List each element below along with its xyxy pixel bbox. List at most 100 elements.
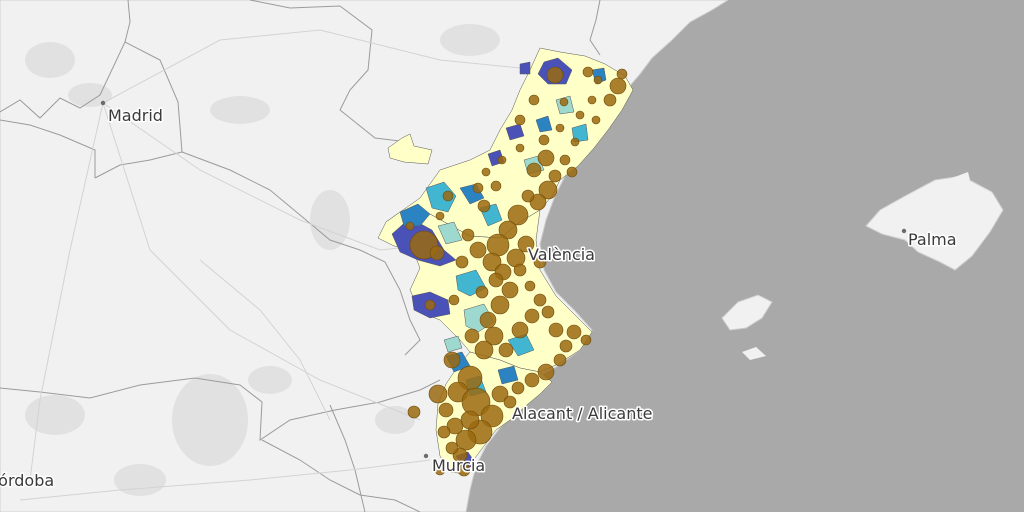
bubble-marker (435, 211, 445, 221)
bubble-marker (582, 66, 594, 78)
bubble-marker (481, 167, 491, 177)
bubble-marker (537, 363, 555, 381)
bubble-marker (548, 169, 562, 183)
bubble-marker (448, 294, 460, 306)
bubble-marker (528, 94, 540, 106)
bubble-marker (566, 324, 582, 340)
bubble-marker (437, 425, 451, 439)
bubble-marker (559, 339, 573, 353)
city-markers (100, 100, 907, 459)
bubble-marker (484, 326, 504, 346)
bubble-marker (479, 311, 497, 329)
bubble-marker (591, 115, 601, 125)
bubble-marker (538, 180, 558, 200)
bubble-marker (503, 395, 517, 409)
bubble-marker (455, 255, 469, 269)
bubble-marker (455, 429, 477, 451)
terrain-shading (25, 24, 500, 496)
mallorca-island (865, 175, 1004, 271)
bubble-marker (559, 97, 569, 107)
bubble-marker (488, 272, 504, 288)
bubble-marker (587, 95, 597, 105)
bubble-marker (559, 154, 571, 166)
madrid-marker (100, 100, 106, 106)
bubble-marker (486, 233, 510, 257)
ibiza-island (721, 294, 773, 331)
bubble-marker (428, 384, 448, 404)
bubble-marker (457, 463, 471, 477)
bubble-marker (490, 295, 510, 315)
label-cordoba: Córdoba (0, 471, 54, 490)
bubble-marker (517, 235, 535, 253)
bubble-marker (553, 353, 567, 367)
bubble-marker (575, 110, 585, 120)
bubble-marker (475, 285, 489, 299)
palma-marker (901, 228, 907, 234)
bubble-marker (472, 182, 484, 194)
road-network (19, 29, 541, 501)
bubble-marker (424, 299, 436, 311)
bubble-marker (491, 385, 509, 403)
rincon-ademuz (387, 133, 433, 165)
bubble-marker (513, 263, 527, 277)
bubble-marker (609, 77, 627, 95)
bubble-marker (524, 372, 540, 388)
bubble-marker (501, 281, 519, 299)
bubble-marker (533, 255, 547, 269)
bubble-marker (498, 342, 514, 358)
bubble-marker (405, 221, 415, 231)
label-valencia: València (528, 245, 595, 264)
bubble-marker (541, 305, 555, 319)
murcia-marker (423, 453, 429, 459)
bubble-marker (566, 166, 578, 178)
bubble-marker (538, 134, 550, 146)
bubble-marker (474, 340, 494, 360)
label-madrid: Madrid (108, 106, 163, 125)
bubble-marker (526, 162, 542, 178)
label-alicante: Alacant / Alicante (512, 404, 652, 423)
label-palma: Palma (908, 230, 957, 249)
bubble-marker (521, 189, 535, 203)
bubble-marker (616, 68, 628, 80)
bubble-marker (445, 441, 459, 455)
bubble-marker (497, 155, 507, 165)
bubble-marker (537, 149, 555, 167)
bubble-marker (529, 193, 547, 211)
bubble-marker (460, 410, 480, 430)
formentera-island (742, 347, 766, 360)
label-murcia: Murcia (432, 456, 485, 475)
bubble-marker (442, 190, 454, 202)
bubble-marker (511, 381, 525, 395)
bubble-marker (580, 334, 592, 346)
bubble-marker (514, 114, 526, 126)
bubble-marker (480, 404, 504, 428)
bubble-marker (555, 123, 565, 133)
bubble-marker (438, 402, 454, 418)
bubble-marker (490, 180, 502, 192)
bubble-marker (548, 322, 564, 338)
bubble-layer (405, 66, 628, 477)
bubble-marker (461, 228, 475, 242)
bubble-marker (429, 245, 445, 261)
bubble-marker (407, 405, 421, 419)
bubble-marker (546, 66, 564, 84)
bubble-marker (593, 75, 603, 85)
bubble-marker (498, 220, 518, 240)
province-borders (0, 0, 601, 512)
bubble-marker (533, 293, 547, 307)
bubble-marker (511, 321, 529, 339)
bubble-marker (477, 199, 491, 213)
bubble-marker (443, 351, 461, 369)
bubble-marker (482, 252, 502, 272)
bubble-marker (570, 137, 580, 147)
bubble-marker (524, 308, 540, 324)
bubble-marker (603, 93, 617, 107)
bubble-marker (469, 241, 487, 259)
bubble-marker (515, 143, 525, 153)
bubble-marker (464, 328, 480, 344)
bubble-marker (507, 204, 529, 226)
bubble-marker (524, 280, 536, 292)
menorca-island (952, 172, 970, 184)
